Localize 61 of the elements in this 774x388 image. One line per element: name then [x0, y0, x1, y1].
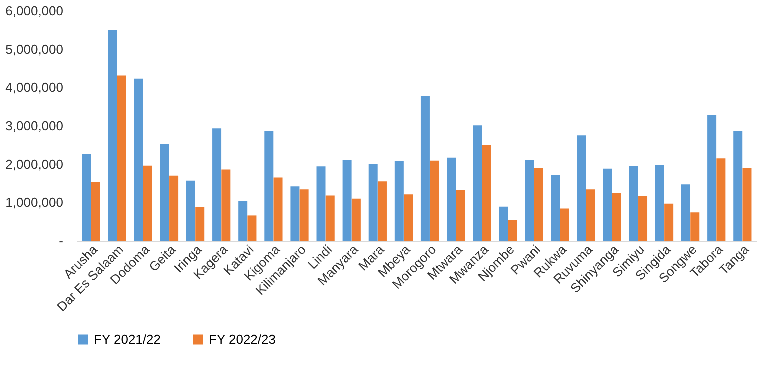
y-tick-label: 1,000,000 — [6, 195, 64, 210]
bar — [368, 164, 378, 241]
bar — [716, 158, 726, 241]
bar — [664, 204, 674, 241]
bar — [508, 220, 518, 241]
bar — [134, 78, 144, 241]
bar — [586, 190, 596, 241]
bar — [447, 158, 456, 241]
bar — [316, 166, 326, 241]
bar — [82, 154, 92, 241]
bar — [117, 76, 126, 241]
bar — [222, 170, 231, 241]
bar — [734, 131, 743, 241]
bar — [482, 146, 492, 241]
y-tick-label: 4,000,000 — [6, 80, 64, 96]
bar — [420, 96, 430, 241]
bar — [404, 194, 414, 241]
bar — [186, 180, 196, 241]
bar — [326, 196, 335, 241]
bar — [170, 176, 179, 241]
bar — [212, 128, 222, 241]
bar — [534, 168, 544, 241]
bar — [290, 186, 300, 241]
bar — [238, 201, 248, 241]
y-tick-label: 3,000,000 — [6, 118, 64, 134]
bar — [352, 198, 361, 241]
bar — [378, 182, 387, 241]
bar — [342, 160, 352, 241]
bar — [742, 168, 752, 241]
bar — [525, 160, 534, 241]
bar — [91, 182, 100, 241]
bar — [264, 130, 274, 241]
bar — [690, 212, 700, 241]
bar — [629, 166, 638, 241]
bar — [603, 168, 612, 241]
bar — [274, 178, 283, 241]
bar — [473, 126, 482, 241]
bar — [196, 207, 205, 241]
y-tick-label: - — [59, 234, 64, 248]
bar — [300, 190, 309, 241]
bar — [682, 184, 691, 241]
bar — [430, 160, 440, 241]
bar — [708, 115, 717, 241]
bar — [560, 208, 570, 241]
legend-label: FY 2021/22 — [94, 332, 161, 347]
bar — [577, 136, 586, 241]
bar — [143, 166, 152, 241]
bar — [655, 165, 664, 241]
bar — [612, 193, 622, 241]
bar — [160, 144, 170, 241]
bar — [499, 206, 508, 241]
y-tick-label: 6,000,000 — [6, 4, 64, 18]
bar — [394, 161, 404, 241]
bar — [248, 216, 257, 241]
bar — [456, 190, 466, 241]
legend-label: FY 2022/23 — [209, 332, 276, 347]
bar — [638, 196, 648, 241]
bar — [108, 30, 118, 241]
y-tick-label: 5,000,000 — [6, 42, 64, 57]
bar — [551, 175, 560, 241]
y-tick-label: 2,000,000 — [6, 156, 64, 172]
